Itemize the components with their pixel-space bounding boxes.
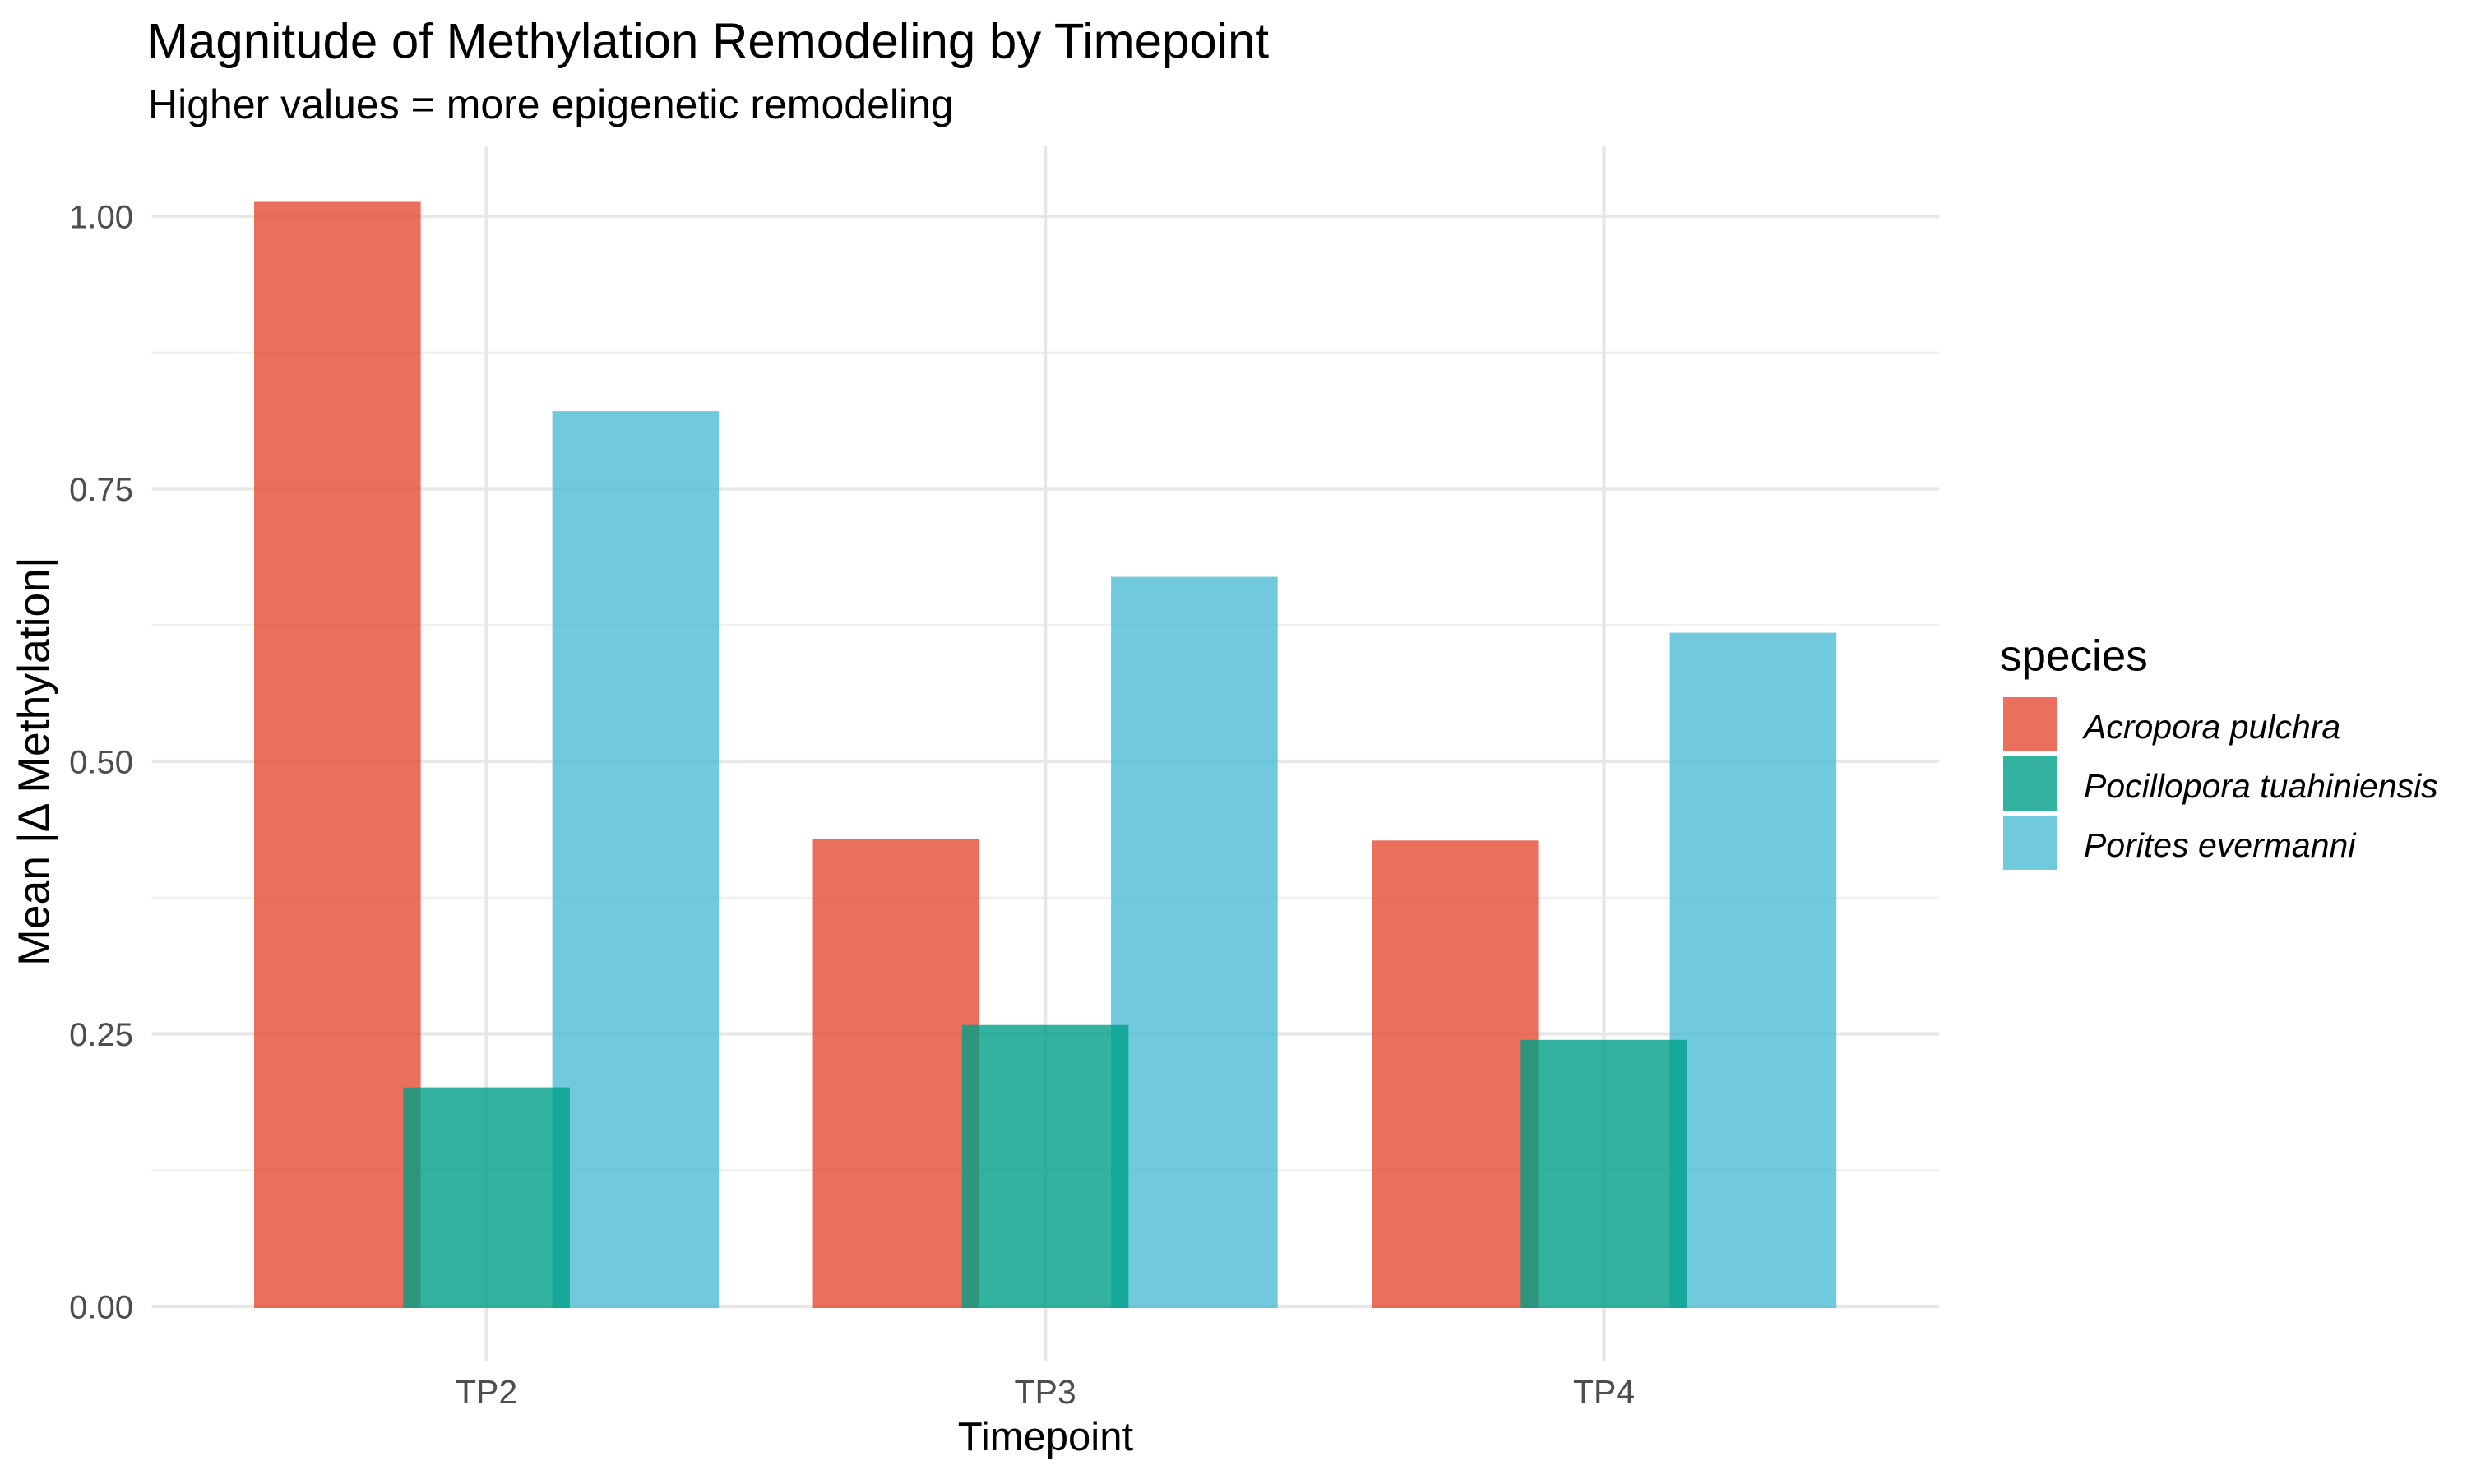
svg-text:species: species: [2000, 632, 2148, 681]
svg-text:Acropora pulchra: Acropora pulchra: [2081, 708, 2340, 746]
svg-text:TP3: TP3: [1014, 1373, 1076, 1411]
svg-text:TP4: TP4: [1573, 1373, 1635, 1411]
svg-text:Timepoint: Timepoint: [958, 1415, 1134, 1459]
svg-text:Pocillopora tuahiniensis: Pocillopora tuahiniensis: [2084, 767, 2438, 805]
svg-text:TP2: TP2: [456, 1373, 517, 1411]
svg-text:Porites evermanni: Porites evermanni: [2084, 826, 2357, 864]
svg-text:Magnitude of Methylation Remod: Magnitude of Methylation Remodeling by T…: [147, 14, 1269, 69]
svg-text:0.50: 0.50: [69, 744, 133, 780]
svg-text:0.75: 0.75: [69, 472, 133, 508]
svg-text:0.25: 0.25: [69, 1017, 133, 1053]
svg-text:1.00: 1.00: [69, 199, 133, 235]
svg-text:Higher values = more epigeneti: Higher values = more epigenetic remodeli…: [148, 81, 954, 127]
svg-text:0.00: 0.00: [69, 1289, 133, 1325]
svg-text:Mean |Δ Methylation|: Mean |Δ Methylation|: [11, 557, 59, 966]
